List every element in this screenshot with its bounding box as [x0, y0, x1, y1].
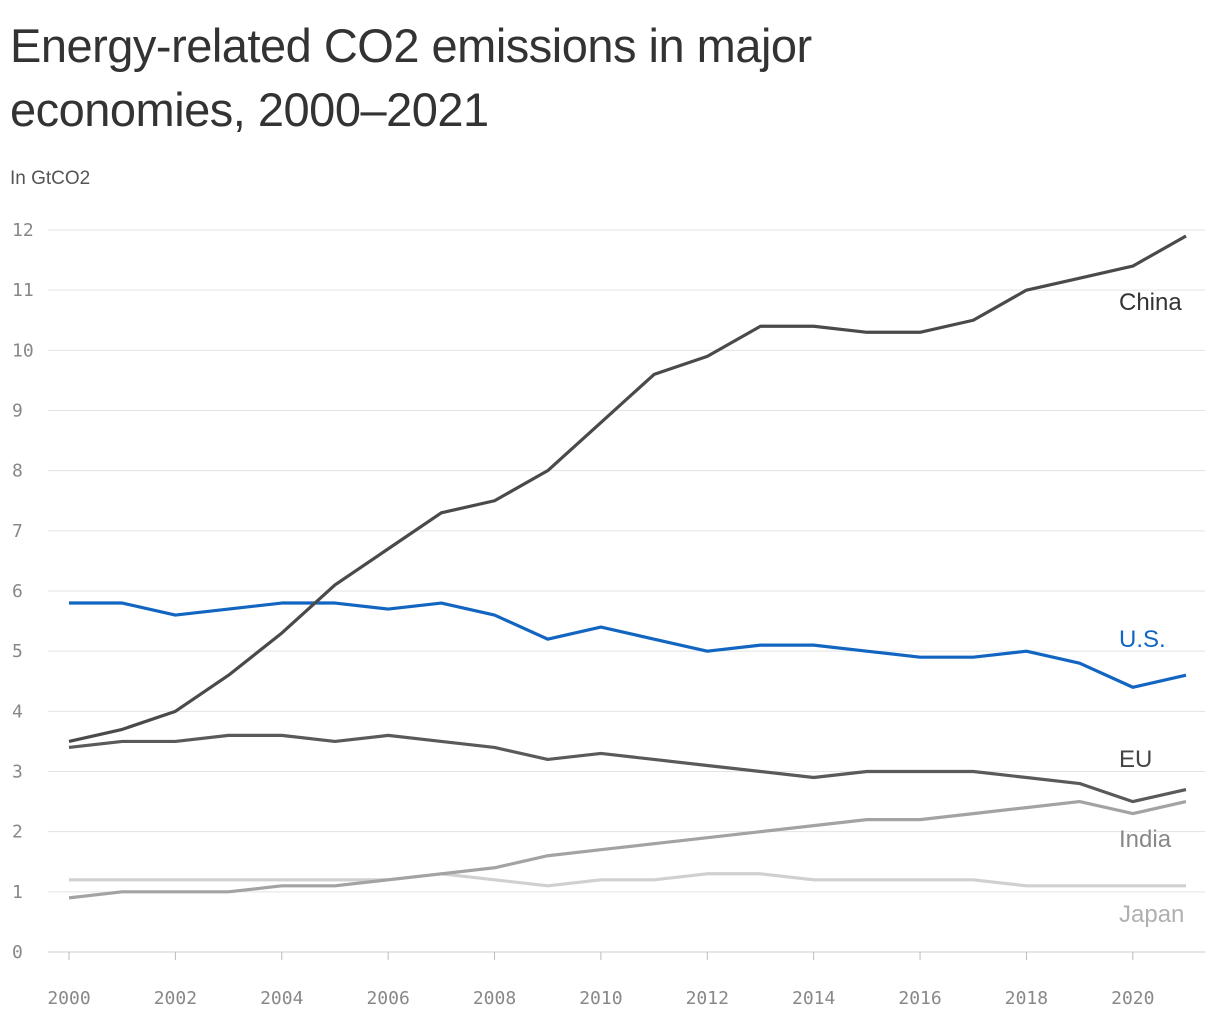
series-label: Japan	[1119, 901, 1184, 928]
series-line-eu	[68, 733, 1187, 804]
y-tick-label: 1	[12, 882, 23, 903]
chart-title: Energy-related CO2 emissions in major ec…	[10, 19, 812, 136]
y-tick-label: 6	[12, 581, 23, 602]
y-tick-label: 11	[12, 280, 34, 301]
y-tick-label: 8	[12, 461, 23, 482]
series-line-china	[68, 234, 1187, 743]
series-label: China	[1119, 289, 1182, 316]
series-line-us	[69, 601, 1187, 689]
x-tick-label: 2018	[1005, 988, 1048, 1009]
y-tick-label: 2	[12, 822, 23, 843]
x-tick-label: 2004	[260, 988, 303, 1009]
y-tick-label: 0	[12, 942, 23, 963]
x-tick-label: 2014	[792, 988, 835, 1009]
series-line-japan	[69, 872, 1186, 888]
x-tick-label: 2012	[686, 988, 729, 1009]
x-tick-label: 2008	[473, 988, 516, 1009]
y-tick-label: 3	[12, 762, 23, 783]
series-label: India	[1119, 826, 1172, 853]
x-tick-label: 2010	[579, 988, 622, 1009]
x-tick-label: 2000	[47, 988, 90, 1009]
series-label: EU	[1119, 746, 1152, 773]
y-tick-label: 10	[12, 340, 34, 361]
x-tick-label: 2016	[898, 988, 941, 1009]
y-tick-label: 7	[12, 521, 23, 542]
series-line-india	[68, 799, 1187, 900]
chart-subtitle: In GtCO2	[10, 168, 91, 189]
y-tick-label: 4	[12, 701, 23, 722]
x-tick-label: 2006	[366, 988, 409, 1009]
y-tick-label: 5	[12, 641, 23, 662]
y-tick-label: 9	[12, 401, 23, 422]
x-tick-label: 2002	[154, 988, 197, 1009]
y-tick-label: 12	[12, 220, 34, 241]
x-tick-label: 2020	[1111, 988, 1154, 1009]
series-label: U.S.	[1119, 626, 1166, 653]
